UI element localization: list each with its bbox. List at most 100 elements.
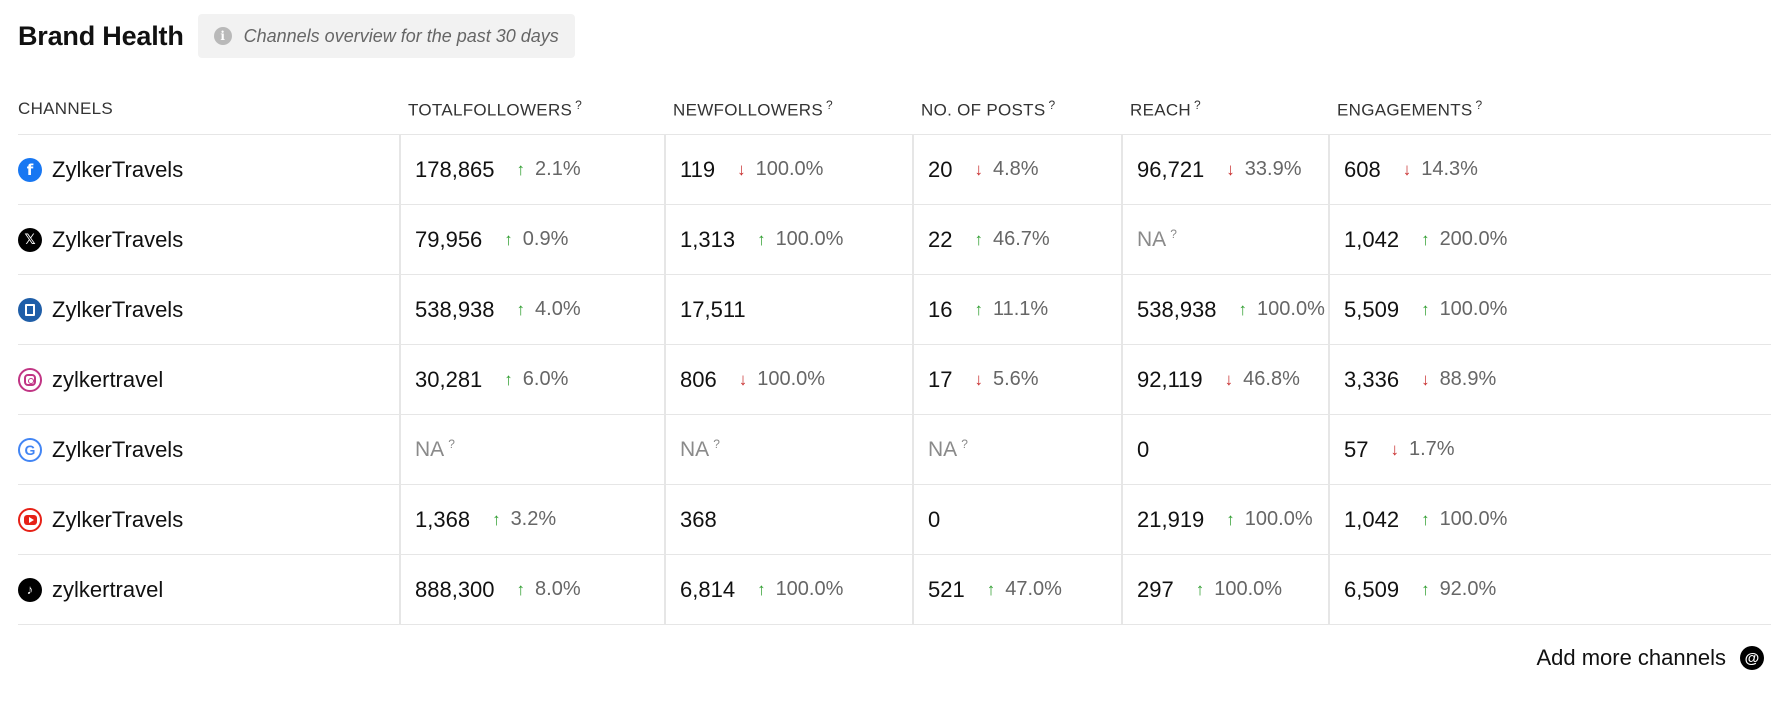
youtube-icon: [18, 507, 42, 532]
change-percent: 100.0%: [775, 578, 844, 600]
table-row[interactable]: 𝕏 ZylkerTravels 79,956 ↑ 0.9% 1,313 ↑ 100.0% 22 ↑…: [18, 204, 1771, 275]
table-row[interactable]: zylkertravel 30,281 ↑ 6.0% 806 ↓ 100.0% 17 ↓ 5.6%…: [18, 344, 1771, 415]
metric-value-group: 17 ↓ 5.6%: [914, 367, 1121, 393]
channel[interactable]: G ZylkerTravels: [18, 437, 399, 463]
na-value: NA?: [415, 437, 455, 462]
metric-value: 5,509: [1344, 296, 1400, 322]
metric-value: 178,865: [415, 156, 495, 182]
change-percent: 1.7%: [1408, 438, 1455, 460]
metric-value-group: 538,938 ↑ 4.0%: [401, 297, 664, 323]
x-twitter-icon: 𝕏: [18, 227, 42, 252]
arrow-up-icon: ↑: [1421, 299, 1430, 319]
metric-value-group: 1,313 ↑ 100.0%: [666, 227, 912, 253]
metric-value: 92,119: [1137, 366, 1203, 392]
help-icon[interactable]: ?: [575, 97, 583, 112]
change-percent: 33.9%: [1244, 158, 1302, 180]
change-indicator: ↑ 6.0%: [504, 368, 568, 391]
arrow-up-icon: ↑: [516, 299, 526, 319]
metric-value-group: 178,865 ↑ 2.1%: [401, 157, 664, 183]
channel[interactable]: 𝕏 ZylkerTravels: [18, 227, 399, 253]
metric-value-group: 92,119 ↓ 46.8%: [1123, 367, 1328, 393]
column-header-reach: REACH?: [1122, 84, 1329, 135]
posts-cell: 20 ↓ 4.8%: [912, 134, 1122, 205]
metric-value: 888,300: [415, 576, 495, 602]
metric-value-group: 521 ↑ 47.0%: [914, 577, 1121, 603]
channel[interactable]: ZylkerTravels: [18, 297, 399, 323]
change-percent: 0.9%: [522, 228, 569, 250]
channel[interactable]: zylkertravel: [18, 367, 399, 393]
change-percent: 4.8%: [992, 158, 1039, 180]
change-indicator: ↑ 200.0%: [1421, 228, 1507, 251]
change-indicator: ↓ 33.9%: [1226, 158, 1301, 181]
channel[interactable]: f ZylkerTravels: [18, 157, 399, 183]
change-percent: 8.0%: [535, 578, 581, 600]
channel-name: ZylkerTravels: [52, 296, 184, 322]
metric-value: 6,509: [1344, 576, 1400, 602]
subtitle-box: i Channels overview for the past 30 days: [197, 14, 575, 58]
help-icon[interactable]: ?: [713, 437, 720, 451]
change-percent: 200.0%: [1439, 228, 1508, 250]
help-icon[interactable]: ?: [1194, 97, 1201, 112]
change-percent: 14.3%: [1421, 158, 1478, 180]
arrow-up-icon: ↑: [1421, 229, 1430, 249]
column-header-new-followers: NEWFOLLOWERS?: [665, 84, 913, 135]
engagements-cell: 608 ↓ 14.3%: [1328, 134, 1771, 205]
metric-value-group: 119 ↓ 100.0%: [666, 157, 912, 183]
reach-cell: 96,721 ↓ 33.9%: [1121, 134, 1329, 205]
channel-cell: zylkertravel: [18, 344, 400, 415]
metric-value: 20: [928, 156, 953, 182]
table-row[interactable]: G ZylkerTravels NA? NA? NA? 0 57 ↓ 1.7%: [18, 414, 1771, 485]
metric-value: 119: [680, 156, 716, 182]
channels-table: CHANNELS TOTALFOLLOWERS? NEWFOLLOWERS? NO. …: [18, 84, 1771, 625]
info-icon[interactable]: i: [213, 27, 232, 45]
table-row[interactable]: f ZylkerTravels 178,865 ↑ 2.1% 119 ↓ 100.0% 20 ↓ 4…: [18, 134, 1771, 205]
help-icon[interactable]: ?: [1475, 97, 1483, 112]
facebook-icon: f: [18, 157, 42, 182]
change-indicator: ↑ 100.0%: [1239, 298, 1325, 321]
table-row[interactable]: ZylkerTravels 538,938 ↑ 4.0% 17,511 16 ↑ 11.1% 5…: [18, 274, 1771, 345]
channel[interactable]: ♪ zylkertravel: [18, 577, 399, 603]
change-percent: 100.0%: [1439, 508, 1508, 530]
metric-value: 16: [928, 296, 953, 322]
metric-value: 608: [1344, 156, 1381, 182]
linkedin-page-icon: [18, 297, 42, 322]
help-icon[interactable]: ?: [961, 437, 968, 451]
add-more-channels-button[interactable]: Add more channels @: [1536, 645, 1764, 671]
channel-name: ZylkerTravels: [52, 156, 184, 182]
metric-value-group: 608 ↓ 14.3%: [1330, 157, 1771, 183]
change-indicator: ↑ 4.0%: [517, 298, 581, 321]
arrow-down-icon: ↓: [737, 159, 746, 179]
new-followers-cell: 1,313 ↑ 100.0%: [664, 204, 913, 275]
help-icon[interactable]: ?: [448, 437, 455, 451]
change-indicator: ↑ 100.0%: [1421, 298, 1507, 321]
metric-value-group: 1,368 ↑ 3.2%: [401, 507, 664, 533]
channel[interactable]: ZylkerTravels: [18, 507, 399, 533]
total-followers-cell: 1,368 ↑ 3.2%: [399, 484, 665, 555]
change-percent: 4.0%: [535, 298, 581, 320]
help-icon[interactable]: ?: [1170, 227, 1177, 241]
metric-value-group: 1,042 ↑ 100.0%: [1330, 507, 1771, 533]
total-followers-cell: 79,956 ↑ 0.9%: [399, 204, 665, 275]
metric-value-group: NA?: [666, 437, 912, 462]
change-indicator: ↓ 88.9%: [1421, 368, 1496, 391]
change-percent: 46.7%: [992, 228, 1050, 250]
arrow-up-icon: ↑: [1226, 509, 1235, 529]
arrow-down-icon: ↓: [1226, 159, 1235, 179]
help-icon[interactable]: ?: [826, 97, 833, 112]
arrow-up-icon: ↑: [1195, 579, 1205, 599]
reach-cell: 92,119 ↓ 46.8%: [1121, 344, 1329, 415]
table-row[interactable]: ♪ zylkertravel 888,300 ↑ 8.0% 6,814 ↑ 100.0% 521…: [18, 554, 1771, 625]
help-icon[interactable]: ?: [1048, 97, 1056, 112]
metric-value-group: 57 ↓ 1.7%: [1330, 437, 1771, 463]
posts-cell: 22 ↑ 46.7%: [912, 204, 1122, 275]
channel-name: ZylkerTravels: [52, 506, 184, 532]
table-row[interactable]: ZylkerTravels 1,368 ↑ 3.2% 368 0 21,919 ↑ 100.0%…: [18, 484, 1771, 555]
engagements-cell: 3,336 ↓ 88.9%: [1328, 344, 1771, 415]
na-label: NA: [1137, 228, 1167, 251]
arrow-down-icon: ↓: [974, 159, 983, 179]
engagements-cell: 5,509 ↑ 100.0%: [1328, 274, 1771, 345]
change-indicator: ↓ 4.8%: [974, 158, 1038, 181]
new-followers-cell: NA?: [664, 414, 913, 485]
metric-value-group: 6,814 ↑ 100.0%: [666, 577, 912, 603]
